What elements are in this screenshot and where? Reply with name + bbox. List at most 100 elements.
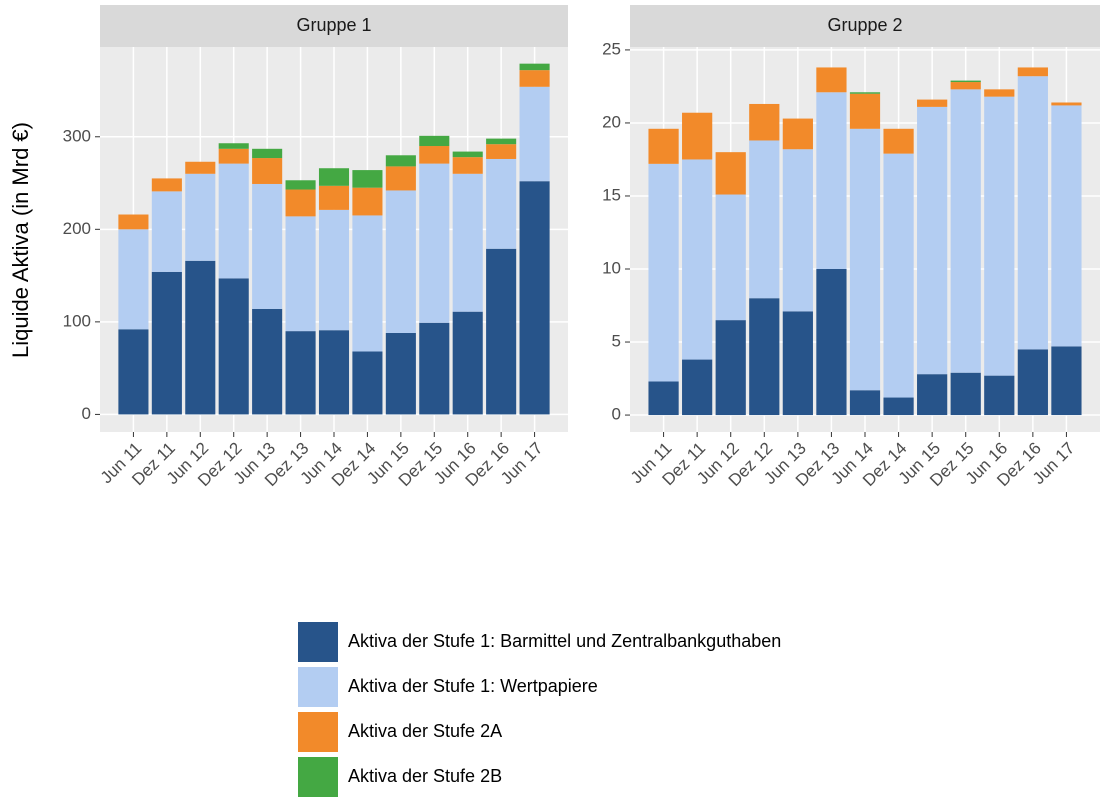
bar-segment [648,381,679,416]
bar-segment [151,178,182,192]
bar-segment [452,157,483,174]
bar-segment [849,93,881,129]
bar-segment [419,163,450,323]
legend-key [298,712,338,752]
bar-segment [883,397,914,416]
bar-segment [519,63,550,71]
bar-segment [385,190,416,333]
bar-segment [849,390,881,416]
bar-segment [984,375,1015,416]
bar-segment [749,140,780,299]
bar-segment [218,163,249,279]
bar-segment [1017,67,1048,77]
legend-label: Aktiva der Stufe 1: Wertpapiere [348,676,598,696]
bar-segment [950,89,981,373]
y-tick-label: 100 [63,311,91,330]
y-tick-label: 0 [82,404,91,423]
bar-segment [185,260,216,415]
bar-segment [486,248,517,415]
bar-segment [782,118,813,150]
bar-segment [352,170,383,188]
bar-segment [519,70,550,87]
bar-segment [252,308,283,415]
bar-segment [318,185,350,210]
bar-segment [648,128,679,164]
bar-segment [252,148,283,159]
bar-segment [318,330,350,415]
bar-segment [285,189,316,217]
bar-segment [185,161,216,174]
bar-segment [252,158,283,184]
bar-segment [984,89,1015,97]
bar-segment [352,187,383,216]
bar-segment [318,209,350,331]
bar-segment [486,138,517,145]
bar-segment [849,92,881,94]
bar-segment [682,159,713,360]
legend-label: Aktiva der Stufe 1: Barmittel und Zentra… [348,631,781,651]
bar-segment [1051,105,1082,347]
bar-segment [218,148,249,164]
bar-segment [118,329,149,415]
y-tick-label: 200 [63,219,91,238]
bar-segment [151,191,182,272]
y-tick-label: 15 [602,185,621,204]
bar-segment [917,374,948,416]
bar-segment [419,146,450,164]
panel-title: Gruppe 1 [296,15,371,35]
bar-segment [419,135,450,147]
legend-key [298,667,338,707]
legend-label: Aktiva der Stufe 2A [348,721,502,741]
bar-segment [218,143,249,149]
y-tick-label: 10 [602,258,621,277]
bar-segment [285,216,316,332]
legend-key [298,622,338,662]
bar-segment [715,320,746,416]
bar-segment [682,359,713,416]
legend-key [298,757,338,797]
bar-segment [419,322,450,415]
bar-segment [486,158,517,249]
bar-segment [285,180,316,190]
bar-segment [1017,76,1048,350]
bar-segment [218,278,249,415]
bar-segment [782,149,813,312]
y-tick-label: 5 [612,332,621,351]
bar-segment [352,351,383,415]
bar-segment [917,99,948,107]
bar-segment [648,163,679,382]
bar-segment [816,269,847,416]
bar-segment [1051,346,1082,416]
bar-segment [1051,102,1082,106]
bar-segment [452,173,483,312]
strip [100,5,568,47]
bar-segment [118,214,149,230]
bar-segment [883,153,914,398]
bar-segment [816,67,847,93]
bar-segment [385,155,416,167]
strip [630,5,1100,47]
bar-segment [151,271,182,415]
bar-segment [252,183,283,309]
y-tick-label: 25 [602,39,621,58]
bar-segment [1017,349,1048,416]
bar-segment [749,298,780,416]
bar-segment [185,173,216,261]
bar-segment [519,181,550,415]
legend-label: Aktiva der Stufe 2B [348,766,502,786]
bar-segment [984,96,1015,376]
y-axis-label: Liquide Aktiva (in Mrd €) [8,122,33,358]
bar-segment [849,128,881,391]
bar-segment [682,112,713,160]
bar-segment [352,215,383,352]
y-tick-label: 20 [602,112,621,131]
bar-segment [950,80,981,83]
y-tick-label: 300 [63,126,91,145]
bar-segment [285,331,316,415]
bar-segment [816,92,847,270]
panel-title: Gruppe 2 [827,15,902,35]
bar-segment [950,372,981,416]
bar-segment [385,166,416,191]
bar-segment [883,128,914,154]
bar-segment [715,194,746,321]
